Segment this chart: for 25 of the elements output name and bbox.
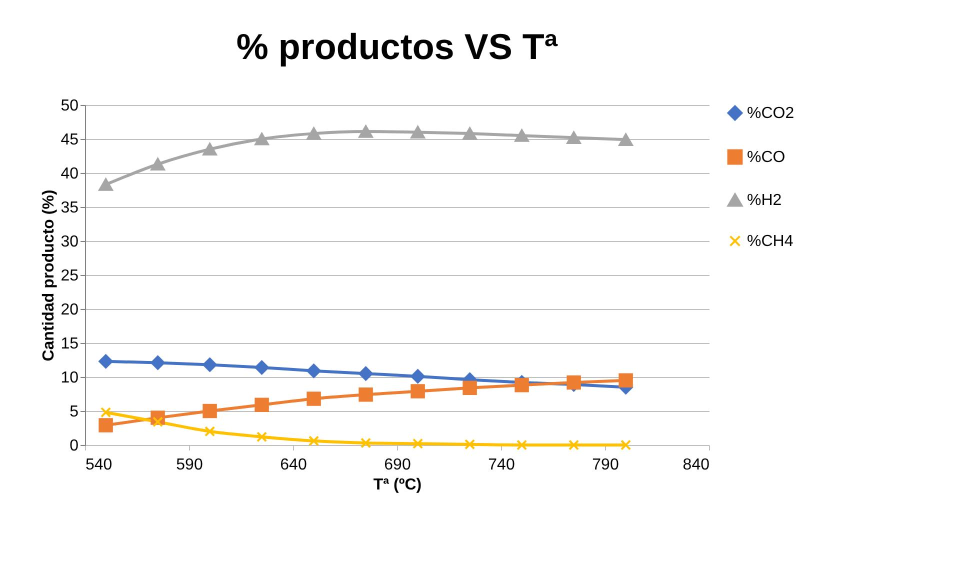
legend-label: %CH4 [747,233,794,250]
y-tick-label: 10 [60,370,79,386]
x-tick-label: 690 [384,456,411,474]
y-tick-label: 45 [60,132,79,148]
y-tick-label: 35 [60,200,79,216]
x-tick-label: 790 [592,456,619,474]
y-tick-label: 30 [60,234,79,250]
x-axis-title: Tª (ºC) [373,476,422,494]
x-tick-label: 590 [176,456,203,474]
y-tick-label: 0 [70,438,79,454]
y-tick-label: 50 [60,98,79,114]
legend-label: %H2 [747,192,782,209]
x-tick-label: 540 [86,456,112,474]
y-axis-title: Cantidad producto (%) [40,190,58,362]
y-tick-label: 40 [60,166,79,182]
legend-label: %CO [747,149,786,166]
y-tick-label: 25 [60,268,79,284]
y-tick-label: 20 [60,302,79,318]
x-tick-label: 840 [682,456,710,474]
y-tick-label: 5 [70,404,79,420]
legend-label: %CO2 [747,105,794,122]
x-tick-label: 740 [488,456,515,474]
y-tick-label: 15 [60,336,79,352]
chart-title: % productos VS Tª [236,26,558,67]
x-tick-label: 640 [280,456,307,474]
